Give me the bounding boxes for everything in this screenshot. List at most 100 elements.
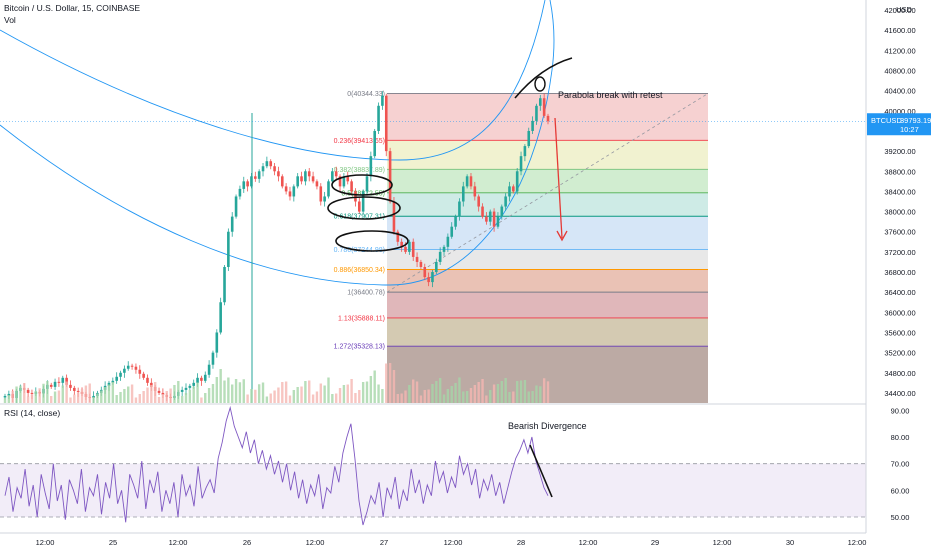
time-axis-tick: 12:00 bbox=[306, 538, 325, 547]
volume-bar bbox=[500, 381, 503, 403]
candle-body bbox=[361, 191, 365, 212]
volume-bar bbox=[427, 389, 430, 403]
volume-bar bbox=[61, 385, 64, 403]
fib-label-0.886: 0.886(36850.34) bbox=[334, 267, 385, 274]
candle-body bbox=[492, 211, 496, 227]
candle-body bbox=[500, 206, 504, 217]
candle-body bbox=[527, 130, 531, 147]
volume-bar bbox=[469, 388, 473, 403]
price-axis-tick: 41600.00 bbox=[884, 26, 915, 35]
price-axis-tick: 38400.00 bbox=[884, 187, 915, 196]
volume-bar bbox=[531, 391, 534, 403]
candle-body bbox=[465, 176, 469, 187]
candle-body bbox=[161, 392, 165, 395]
candle-body bbox=[119, 372, 122, 377]
volume-bar bbox=[508, 392, 511, 403]
candle-body bbox=[400, 241, 403, 247]
candle-body bbox=[30, 392, 34, 394]
volume-bar bbox=[254, 389, 257, 403]
volume-bar bbox=[311, 394, 315, 403]
candle-body bbox=[523, 146, 527, 157]
candle-body bbox=[396, 231, 400, 242]
candle-body bbox=[450, 226, 454, 237]
volume-bar bbox=[3, 398, 7, 403]
candle-body bbox=[515, 171, 519, 192]
candle-body bbox=[3, 395, 7, 398]
volume-bar bbox=[146, 387, 149, 403]
volume-bar bbox=[157, 397, 161, 403]
volume-bar bbox=[34, 391, 38, 403]
candle-body bbox=[519, 156, 523, 172]
annotation-divergence-stroke bbox=[529, 444, 553, 498]
volume-bar bbox=[188, 390, 192, 403]
annotation-down-arrow bbox=[554, 117, 563, 239]
volume-bar bbox=[477, 382, 480, 403]
rsi-band-fill bbox=[0, 463, 866, 517]
volume-bar bbox=[338, 388, 342, 403]
candle-body bbox=[531, 120, 534, 131]
volume-bar bbox=[415, 381, 419, 403]
candle-body bbox=[76, 390, 80, 392]
volume-bar bbox=[234, 379, 238, 403]
time-axis-tick: 12:00 bbox=[444, 538, 463, 547]
volume-bar bbox=[269, 393, 272, 403]
volume-bar bbox=[539, 386, 542, 403]
candle-body bbox=[296, 176, 299, 187]
volume-bar bbox=[88, 383, 91, 403]
candle-body bbox=[508, 186, 511, 197]
candle-body bbox=[485, 216, 488, 222]
candle-body bbox=[388, 151, 392, 202]
volume-bar bbox=[296, 387, 299, 403]
time-axis-tick: 27 bbox=[380, 538, 388, 547]
candle-body bbox=[246, 181, 249, 187]
candle-body bbox=[130, 365, 134, 367]
candle-body bbox=[180, 389, 184, 392]
volume-bar bbox=[211, 384, 215, 403]
time-axis-tick: 28 bbox=[517, 538, 525, 547]
volume-bar bbox=[284, 381, 288, 403]
annotation-retest-circle bbox=[534, 76, 546, 92]
price-axis-tick: 40400.00 bbox=[884, 87, 915, 96]
candle-body bbox=[327, 181, 330, 197]
price-axis-tick: 34400.00 bbox=[884, 389, 915, 398]
candle-body bbox=[384, 95, 388, 152]
volume-bar bbox=[492, 384, 496, 403]
price-axis-tick: 36800.00 bbox=[884, 268, 915, 277]
volume-bar bbox=[19, 385, 22, 403]
volume-bar bbox=[46, 381, 49, 403]
price-axis-tick: 40000.00 bbox=[884, 107, 915, 116]
price-axis-tick: 38000.00 bbox=[884, 208, 915, 217]
rsi-axis-tick: 50.00 bbox=[891, 513, 910, 522]
volume-bar bbox=[127, 386, 130, 403]
volume-bar bbox=[462, 391, 465, 403]
volume-bar bbox=[265, 396, 269, 403]
candle-body bbox=[346, 176, 350, 182]
volume-bar bbox=[454, 383, 457, 403]
candle-body bbox=[203, 374, 207, 381]
candle-body bbox=[431, 272, 434, 283]
candle-body bbox=[304, 171, 307, 182]
annotation-oval-0618 bbox=[327, 196, 401, 220]
volume-bar bbox=[273, 390, 276, 403]
volume-bar bbox=[431, 384, 434, 403]
candle-body bbox=[323, 196, 326, 202]
candle-body bbox=[354, 191, 357, 202]
rsi-header: RSI (14, close) bbox=[4, 408, 60, 418]
volume-bar bbox=[438, 378, 442, 403]
volume-bar bbox=[111, 382, 115, 403]
candle-body bbox=[284, 186, 288, 192]
rsi-line bbox=[4, 405, 549, 526]
volume-bar bbox=[161, 394, 165, 403]
candle-body bbox=[257, 171, 261, 179]
volume-bar bbox=[50, 396, 53, 403]
volume-bar bbox=[388, 363, 392, 403]
volume-bar bbox=[292, 390, 296, 403]
fib-zone-0.786 bbox=[387, 249, 708, 270]
candle-body bbox=[123, 368, 126, 373]
price-axis-tick: 40800.00 bbox=[884, 67, 915, 76]
volume-bar bbox=[346, 384, 349, 403]
price-axis-tick: 37600.00 bbox=[884, 228, 915, 237]
volume-bar bbox=[519, 380, 523, 403]
